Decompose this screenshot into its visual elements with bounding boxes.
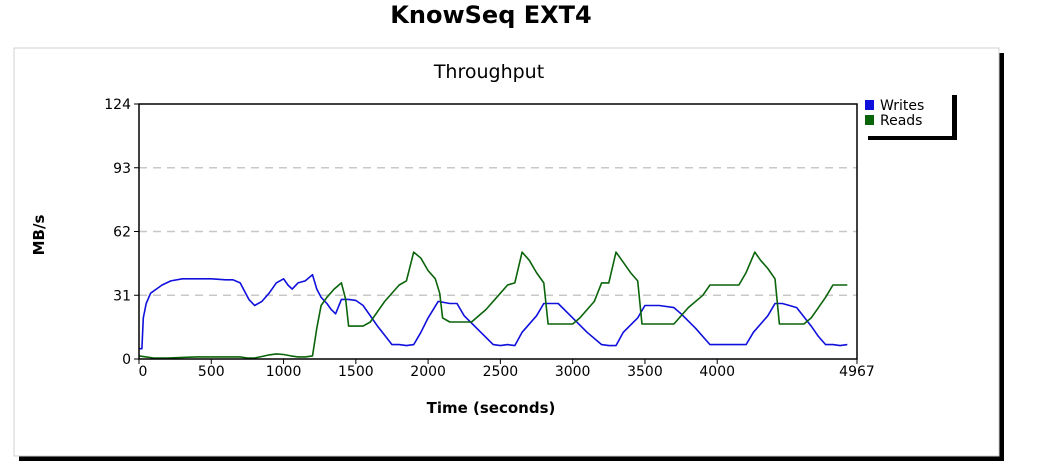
y-tick-label: 0: [122, 352, 131, 368]
legend-label-writes: Writes: [880, 98, 924, 114]
x-tick-label: 2000: [410, 364, 446, 380]
x-tick-label: 1500: [338, 364, 374, 380]
y-tick-label: 62: [113, 225, 131, 241]
y-tick-label: 31: [113, 288, 131, 304]
x-tick-label: 2500: [483, 364, 519, 380]
chart-panel: [13, 47, 1000, 457]
chart-title: Throughput: [433, 61, 544, 83]
x-tick-label: 500: [198, 364, 225, 380]
series-line-reads: [138, 251, 848, 359]
series-line-writes: [139, 273, 848, 350]
y-axis-ticks: 0 31 62 93 124: [104, 97, 139, 368]
y-tick-label: 93: [113, 161, 131, 177]
page-title: KnowSeq EXT4: [390, 1, 592, 29]
legend-box: [863, 91, 952, 136]
x-tick-label: 4967: [839, 364, 875, 380]
legend-swatch-reads: [865, 115, 874, 125]
series-layer: [138, 251, 848, 359]
grid-lines: [139, 167, 857, 296]
x-tick-label: 4000: [699, 364, 735, 380]
legend-swatch-writes: [865, 100, 874, 110]
x-tick-label: 1000: [266, 364, 302, 380]
x-axis-label: Time (seconds): [427, 399, 556, 417]
legend-label-reads: Reads: [880, 113, 922, 129]
x-tick-label: 0: [139, 364, 148, 380]
x-tick-label: 3000: [555, 364, 591, 380]
x-tick-label: 3500: [627, 364, 663, 380]
y-tick-label: 124: [104, 97, 131, 113]
x-axis-ticks: 0 500 1000 1500 2000 2500 3000 3500 4000 4967: [138, 359, 875, 380]
y-axis-label: MB/s: [30, 215, 48, 256]
